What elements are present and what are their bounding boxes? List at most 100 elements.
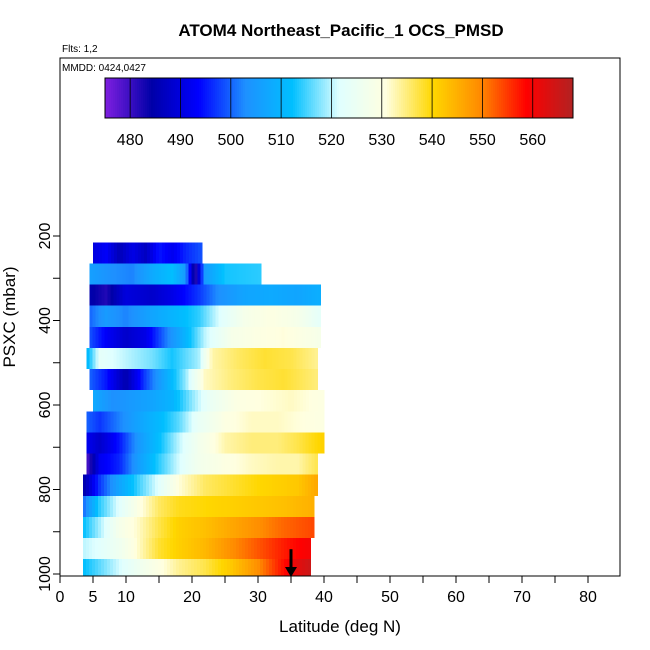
colorbar-swatch [213,78,216,118]
heatmap-cell [176,516,180,539]
heatmap-cell [233,474,237,496]
colorbar-swatch [503,78,506,118]
heatmap-cell [254,495,258,517]
heatmap-cell [257,453,261,475]
heatmap-cell [257,411,261,433]
heatmap-cell [185,453,189,475]
heatmap-cell [134,305,139,327]
colorbar-swatch [153,78,156,118]
heatmap-cell [155,347,159,370]
heatmap-cell [110,432,114,454]
heatmap-cell [242,559,246,576]
colorbar-swatch [323,78,326,118]
heatmap-cell [179,326,184,348]
heatmap-cell [311,432,315,454]
heatmap-cell [284,432,288,454]
heatmap-cell [164,538,168,560]
heatmap-cell [249,390,253,412]
heatmap-cell [275,453,279,475]
heatmap-cell [122,326,127,348]
heatmap-cell [189,242,193,264]
heatmap-cell [179,432,183,454]
heatmap-cell [182,263,187,285]
heatmap-cell [234,390,238,412]
colorbar-swatch [551,78,554,118]
colorbar-swatch [197,78,200,118]
heatmap-cell [275,305,280,327]
colorbar-swatch [421,78,424,118]
heatmap-cell [278,495,282,517]
heatmap-cell [284,305,289,327]
heatmap-cell [230,369,235,391]
heatmap-cell [299,432,303,454]
heatmap-cell [266,432,270,454]
heatmap-cell [107,369,112,391]
colorbar-swatch [513,78,516,118]
colorbar-swatch [501,78,504,118]
colorbar-swatch [115,78,118,118]
heatmap-cell [122,284,127,306]
heatmap-cell [251,369,256,391]
colorbar-swatch [479,78,482,118]
heatmap-cell [134,263,139,285]
colorbar-swatch [307,78,310,118]
heatmap-cell [146,474,150,496]
colorbar-swatch [259,78,262,118]
colorbar-swatch [209,78,212,118]
heatmap-cell [149,453,153,475]
heatmap-cell [126,242,130,264]
y-tick-label: 200 [37,223,54,250]
heatmap-cell [176,538,180,560]
heatmap-cell [95,263,100,285]
heatmap-cell [125,326,130,348]
heatmap-cell [183,390,187,412]
heatmap-cell [116,432,120,454]
heatmap-cell [263,538,267,560]
heatmap-cell [92,495,96,517]
heatmap-cell [188,432,192,454]
heatmap-cell [296,369,301,391]
heatmap-cell [194,369,199,391]
heatmap-cell [108,390,112,412]
colorbar-swatch [373,78,376,118]
heatmap-cell [230,538,234,560]
heatmap-cell [122,369,127,391]
colorbar-swatch [291,78,294,118]
heatmap-cell [200,516,204,539]
heatmap-cell [203,474,207,496]
heatmap-cell [293,495,297,517]
colorbar-swatch [281,78,284,118]
heatmap-cell [197,432,201,454]
heatmap-cell [179,305,184,327]
heatmap-cell [299,474,303,496]
heatmap-cell [230,347,234,370]
heatmap-cell [107,305,112,327]
heatmap-cell [173,284,178,306]
colorbar-swatch [131,78,134,118]
heatmap-cell [83,559,87,576]
heatmap-cell [116,411,120,433]
heatmap-cell [131,284,136,306]
heatmap-cell [188,559,192,576]
heatmap-cell [104,284,109,306]
heatmap-cell [95,411,99,433]
colorbar-swatch [211,78,214,118]
heatmap-cell [242,326,247,348]
heatmap-cell [194,263,199,285]
colorbar-swatch [303,78,306,118]
colorbar-swatch [109,78,112,118]
colorbar-swatch [561,78,564,118]
colorbar-swatch [337,78,340,118]
heatmap-cell [143,347,147,370]
heatmap-cell [149,432,153,454]
heatmap-cell [206,347,210,370]
heatmap-cell [291,390,295,412]
heatmap-cell [302,453,306,475]
heatmap-cell [107,432,111,454]
heatmap-cell [308,516,312,539]
heatmap-cell [263,453,267,475]
heatmap-cell [305,495,309,517]
heatmap-cell [278,305,283,327]
heatmap-cell [177,390,181,412]
heatmap-cell [290,538,294,560]
